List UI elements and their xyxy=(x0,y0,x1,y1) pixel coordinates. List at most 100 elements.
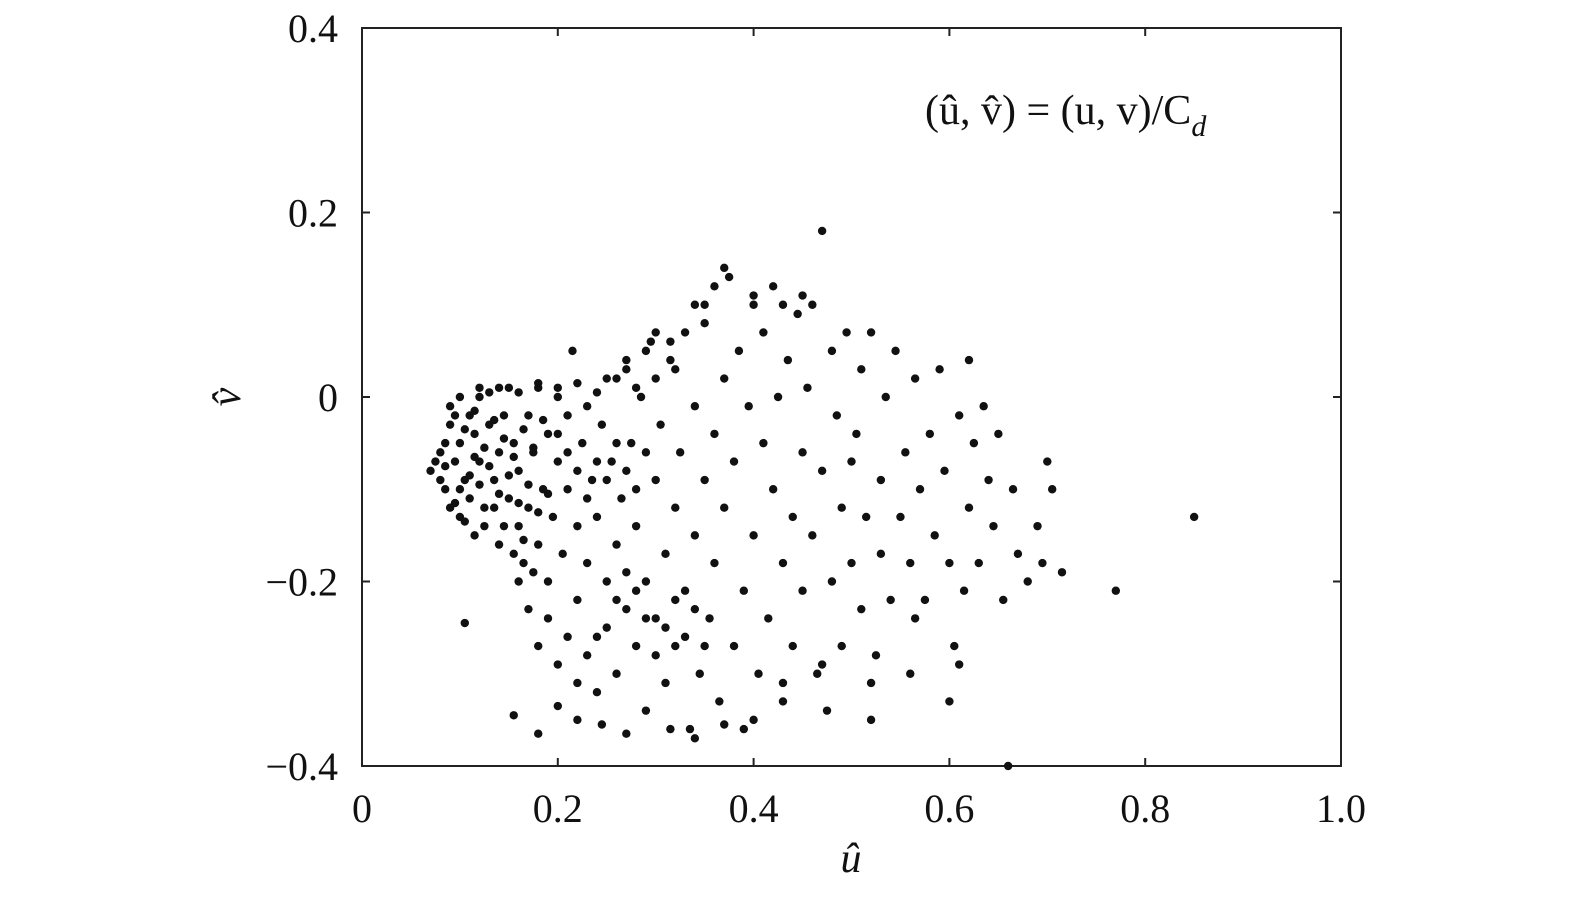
data-point xyxy=(964,503,974,512)
data-point xyxy=(592,688,602,697)
data-point xyxy=(441,461,450,471)
data-point xyxy=(470,452,479,462)
y-tick-label: 0.4 xyxy=(288,6,338,51)
data-point xyxy=(607,457,616,466)
data-point xyxy=(749,531,758,540)
data-point xyxy=(578,438,587,448)
data-point xyxy=(827,577,837,586)
data-point xyxy=(979,402,988,411)
data-point xyxy=(720,720,729,729)
data-point xyxy=(817,660,827,669)
data-point xyxy=(582,558,592,568)
data-point xyxy=(685,724,695,734)
data-point xyxy=(465,471,474,480)
data-point xyxy=(671,641,680,651)
data-point xyxy=(465,494,474,503)
data-point xyxy=(494,489,504,499)
data-point xyxy=(622,604,631,614)
data-point xyxy=(573,521,582,531)
data-point xyxy=(690,300,700,309)
data-point xyxy=(563,632,572,642)
data-point xyxy=(739,724,749,734)
x-axis-label: û xyxy=(841,836,862,882)
formula-subscript: d xyxy=(1191,110,1207,143)
data-point xyxy=(768,485,778,494)
data-point xyxy=(778,300,788,309)
data-point xyxy=(915,485,925,494)
x-tick-label: 0.6 xyxy=(924,786,974,831)
data-point xyxy=(798,448,807,457)
data-point xyxy=(480,503,489,512)
data-point xyxy=(671,595,680,605)
data-point xyxy=(494,383,504,392)
data-point xyxy=(529,568,538,577)
data-point xyxy=(641,448,651,457)
data-point xyxy=(592,512,602,522)
data-point xyxy=(519,425,528,434)
data-point xyxy=(470,531,479,540)
data-point xyxy=(509,452,518,462)
data-point xyxy=(935,365,944,374)
data-point xyxy=(553,383,562,392)
data-point xyxy=(489,503,499,512)
data-point xyxy=(1043,457,1052,466)
data-point xyxy=(700,475,709,485)
data-point xyxy=(666,724,675,734)
data-point xyxy=(602,374,611,383)
data-point xyxy=(553,457,562,466)
data-point xyxy=(1003,761,1013,771)
data-point xyxy=(436,475,445,485)
axis-ticks: 0 0.2 0.4 0.6 0.8 1.0 −0.4 −0.2 0 0.2 0.4 xyxy=(265,6,1366,831)
data-point xyxy=(891,346,900,356)
data-point xyxy=(866,715,876,725)
data-point xyxy=(524,503,533,512)
data-point xyxy=(808,531,817,540)
data-point xyxy=(690,604,700,614)
data-point xyxy=(788,641,797,651)
data-point xyxy=(543,614,553,623)
data-point xyxy=(764,614,773,623)
data-point xyxy=(641,577,651,586)
data-point xyxy=(744,402,753,411)
data-point xyxy=(680,586,690,595)
data-point xyxy=(1057,568,1067,577)
data-point xyxy=(827,346,837,356)
data-point xyxy=(822,706,832,715)
data-point xyxy=(906,669,915,678)
data-point xyxy=(460,425,469,434)
data-point xyxy=(587,475,597,485)
x-tick-label: 1.0 xyxy=(1316,786,1366,831)
data-point xyxy=(876,475,886,485)
data-point xyxy=(700,300,709,309)
data-point xyxy=(896,512,905,522)
data-point xyxy=(553,660,562,669)
data-point xyxy=(450,411,460,420)
data-point xyxy=(793,309,802,319)
data-point xyxy=(651,475,660,485)
data-point xyxy=(783,355,793,365)
data-point xyxy=(974,558,983,568)
data-point xyxy=(524,604,533,614)
data-point xyxy=(832,411,842,420)
data-point xyxy=(759,438,768,448)
data-point xyxy=(475,383,484,392)
data-point xyxy=(602,623,611,632)
data-point xyxy=(661,678,670,688)
data-point xyxy=(504,471,514,480)
data-point xyxy=(543,429,553,439)
data-point xyxy=(480,521,489,531)
data-point xyxy=(906,558,915,568)
data-point xyxy=(573,595,582,605)
data-point xyxy=(534,641,543,651)
data-point xyxy=(1033,521,1042,531)
data-point xyxy=(710,282,719,291)
data-point xyxy=(1013,549,1023,559)
data-point xyxy=(861,512,871,522)
data-point xyxy=(499,411,509,420)
data-point xyxy=(847,457,856,466)
data-point xyxy=(494,448,504,457)
data-point xyxy=(631,485,641,494)
data-point xyxy=(612,669,621,678)
data-point xyxy=(489,415,499,425)
data-point xyxy=(675,448,685,457)
